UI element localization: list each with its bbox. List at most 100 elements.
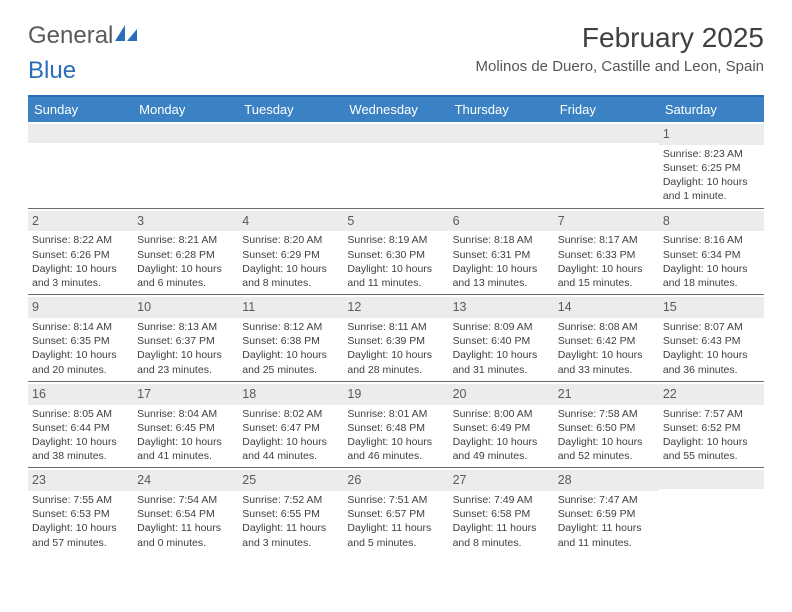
day-line: Daylight: 10 hours <box>453 435 550 449</box>
day-line: Sunrise: 8:01 AM <box>347 407 444 421</box>
day-number: 10 <box>133 297 238 318</box>
dayhead-mon: Monday <box>133 97 238 122</box>
day-cell: 8Sunrise: 8:16 AMSunset: 6:34 PMDaylight… <box>659 209 764 295</box>
day-line: Sunrise: 8:08 AM <box>558 320 655 334</box>
week-row: 16Sunrise: 8:05 AMSunset: 6:44 PMDayligh… <box>28 381 764 468</box>
day-line: and 46 minutes. <box>347 449 444 463</box>
day-line: Sunset: 6:34 PM <box>663 248 760 262</box>
day-number: 15 <box>659 297 764 318</box>
day-line: Daylight: 10 hours <box>242 262 339 276</box>
day-line: Daylight: 11 hours <box>242 521 339 535</box>
day-line: Daylight: 10 hours <box>347 262 444 276</box>
day-line: Daylight: 10 hours <box>32 348 129 362</box>
day-line: Sunrise: 8:18 AM <box>453 233 550 247</box>
day-line: Sunset: 6:26 PM <box>32 248 129 262</box>
month-title: February 2025 <box>475 22 764 54</box>
day-line: Sunrise: 8:07 AM <box>663 320 760 334</box>
day-line: and 44 minutes. <box>242 449 339 463</box>
logo-word1: General <box>28 22 113 50</box>
day-line: Sunset: 6:31 PM <box>453 248 550 262</box>
day-line: Sunrise: 8:20 AM <box>242 233 339 247</box>
day-line: and 20 minutes. <box>32 363 129 377</box>
day-number: 28 <box>554 470 659 491</box>
day-line: Sunset: 6:49 PM <box>453 421 550 435</box>
day-number: 2 <box>28 211 133 232</box>
day-line: Daylight: 10 hours <box>137 348 234 362</box>
day-cell: 11Sunrise: 8:12 AMSunset: 6:38 PMDayligh… <box>238 295 343 381</box>
day-number <box>449 124 554 143</box>
day-line: Sunset: 6:28 PM <box>137 248 234 262</box>
day-line: Sunrise: 8:13 AM <box>137 320 234 334</box>
day-number: 17 <box>133 384 238 405</box>
day-line: and 25 minutes. <box>242 363 339 377</box>
day-line: and 49 minutes. <box>453 449 550 463</box>
day-cell: 24Sunrise: 7:54 AMSunset: 6:54 PMDayligh… <box>133 468 238 554</box>
dayhead-thu: Thursday <box>449 97 554 122</box>
dayhead-fri: Friday <box>554 97 659 122</box>
day-cell: 4Sunrise: 8:20 AMSunset: 6:29 PMDaylight… <box>238 209 343 295</box>
day-cell: 21Sunrise: 7:58 AMSunset: 6:50 PMDayligh… <box>554 382 659 468</box>
day-line: Sunset: 6:25 PM <box>663 161 760 175</box>
day-line: Daylight: 10 hours <box>663 435 760 449</box>
day-line: and 8 minutes. <box>242 276 339 290</box>
day-cell: 14Sunrise: 8:08 AMSunset: 6:42 PMDayligh… <box>554 295 659 381</box>
day-line: Sunset: 6:35 PM <box>32 334 129 348</box>
day-line: Sunset: 6:33 PM <box>558 248 655 262</box>
day-cell: 5Sunrise: 8:19 AMSunset: 6:30 PMDaylight… <box>343 209 448 295</box>
week-row: 9Sunrise: 8:14 AMSunset: 6:35 PMDaylight… <box>28 294 764 381</box>
day-line: Sunrise: 8:16 AM <box>663 233 760 247</box>
day-line: Daylight: 10 hours <box>663 348 760 362</box>
day-line: Sunset: 6:47 PM <box>242 421 339 435</box>
logo-word2: Blue <box>28 57 76 85</box>
weeks-container: 1Sunrise: 8:23 AMSunset: 6:25 PMDaylight… <box>28 122 764 554</box>
day-cell <box>343 122 448 208</box>
day-line: Daylight: 10 hours <box>137 262 234 276</box>
dayhead-sun: Sunday <box>28 97 133 122</box>
day-line: Sunset: 6:50 PM <box>558 421 655 435</box>
day-line: Daylight: 11 hours <box>558 521 655 535</box>
day-line: Sunrise: 8:22 AM <box>32 233 129 247</box>
day-number: 1 <box>659 124 764 145</box>
day-cell <box>449 122 554 208</box>
day-line: Daylight: 10 hours <box>242 348 339 362</box>
day-cell: 15Sunrise: 8:07 AMSunset: 6:43 PMDayligh… <box>659 295 764 381</box>
day-number <box>343 124 448 143</box>
day-number: 25 <box>238 470 343 491</box>
day-cell: 7Sunrise: 8:17 AMSunset: 6:33 PMDaylight… <box>554 209 659 295</box>
day-line: Sunrise: 8:04 AM <box>137 407 234 421</box>
day-line: and 1 minute. <box>663 189 760 203</box>
day-cell <box>28 122 133 208</box>
day-line: Sunrise: 8:21 AM <box>137 233 234 247</box>
day-line: Sunrise: 8:19 AM <box>347 233 444 247</box>
day-line: Sunset: 6:30 PM <box>347 248 444 262</box>
day-line: Sunrise: 7:51 AM <box>347 493 444 507</box>
day-line: and 52 minutes. <box>558 449 655 463</box>
day-line: Daylight: 10 hours <box>137 435 234 449</box>
day-line: and 28 minutes. <box>347 363 444 377</box>
day-number: 19 <box>343 384 448 405</box>
day-line: and 13 minutes. <box>453 276 550 290</box>
day-line: Sunset: 6:58 PM <box>453 507 550 521</box>
day-number: 8 <box>659 211 764 232</box>
day-number: 13 <box>449 297 554 318</box>
day-line: and 0 minutes. <box>137 536 234 550</box>
day-line: Daylight: 11 hours <box>347 521 444 535</box>
day-line: Sunset: 6:29 PM <box>242 248 339 262</box>
dayhead-wed: Wednesday <box>343 97 448 122</box>
day-line: Sunset: 6:40 PM <box>453 334 550 348</box>
week-row: 23Sunrise: 7:55 AMSunset: 6:53 PMDayligh… <box>28 467 764 554</box>
day-number: 22 <box>659 384 764 405</box>
day-cell: 18Sunrise: 8:02 AMSunset: 6:47 PMDayligh… <box>238 382 343 468</box>
day-number: 7 <box>554 211 659 232</box>
day-line: Daylight: 10 hours <box>32 521 129 535</box>
day-line: Sunrise: 7:49 AM <box>453 493 550 507</box>
day-line: and 3 minutes. <box>242 536 339 550</box>
day-line: Sunset: 6:45 PM <box>137 421 234 435</box>
day-line: Sunset: 6:59 PM <box>558 507 655 521</box>
day-number: 24 <box>133 470 238 491</box>
day-cell: 22Sunrise: 7:57 AMSunset: 6:52 PMDayligh… <box>659 382 764 468</box>
day-line: Daylight: 10 hours <box>663 175 760 189</box>
week-row: 1Sunrise: 8:23 AMSunset: 6:25 PMDaylight… <box>28 122 764 208</box>
day-line: and 3 minutes. <box>32 276 129 290</box>
day-number: 11 <box>238 297 343 318</box>
